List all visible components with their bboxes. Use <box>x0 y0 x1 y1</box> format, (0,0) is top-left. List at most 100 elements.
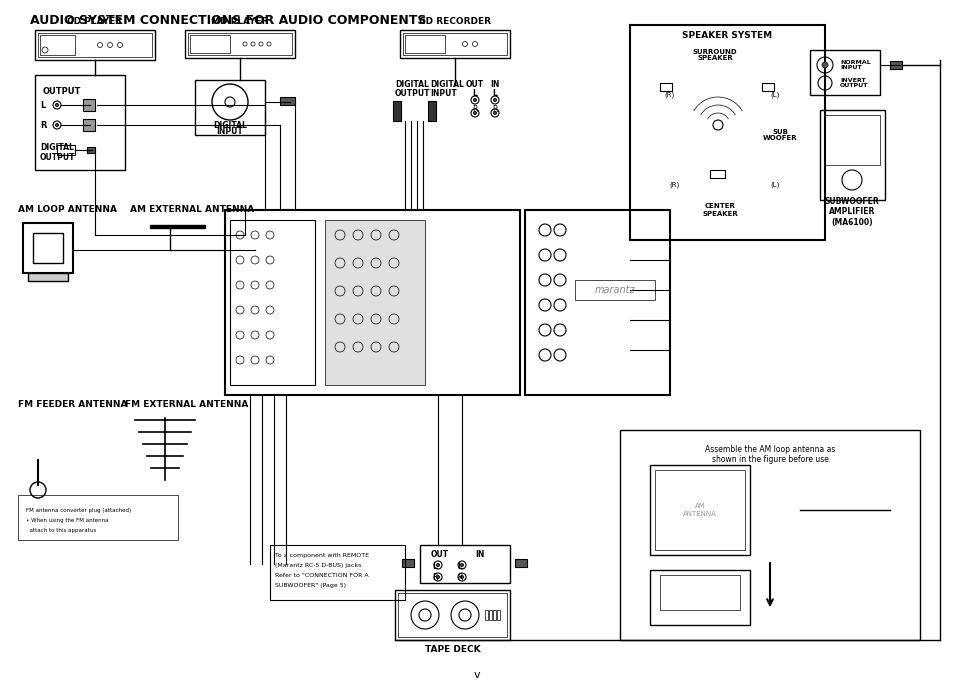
Text: Refer to "CONNECTION FOR A: Refer to "CONNECTION FOR A <box>274 573 368 578</box>
Bar <box>188 33 292 55</box>
Text: DIGITAL: DIGITAL <box>213 120 247 129</box>
Text: MD PLAYER: MD PLAYER <box>211 18 269 27</box>
Text: FM antenna converter plug (attached): FM antenna converter plug (attached) <box>26 508 131 513</box>
Circle shape <box>55 124 58 127</box>
Circle shape <box>436 576 439 579</box>
Text: To a component with REMOTE: To a component with REMOTE <box>274 553 369 558</box>
Bar <box>35 75 125 170</box>
Bar <box>399 30 510 58</box>
Bar <box>889 61 901 69</box>
Text: OUT: OUT <box>465 80 483 89</box>
Bar <box>659 575 740 610</box>
Text: OUTPUT: OUTPUT <box>395 89 430 98</box>
Text: L: L <box>432 562 437 571</box>
Bar <box>655 470 744 550</box>
Bar <box>280 97 294 105</box>
Bar <box>619 430 919 640</box>
Text: R: R <box>492 105 497 114</box>
Bar <box>629 25 824 240</box>
Circle shape <box>473 111 476 114</box>
Circle shape <box>473 98 476 101</box>
Bar <box>40 35 75 55</box>
Bar <box>497 610 499 620</box>
Bar <box>38 33 152 57</box>
Text: DIGITAL: DIGITAL <box>40 143 73 152</box>
Text: (L): (L) <box>769 92 779 98</box>
Text: OUTPUT: OUTPUT <box>43 87 81 96</box>
Bar <box>190 35 230 53</box>
Bar <box>23 223 73 273</box>
Bar <box>419 545 510 583</box>
Text: (R): (R) <box>664 92 675 98</box>
Bar <box>397 593 506 637</box>
Circle shape <box>493 98 496 101</box>
Text: NORMAL
INPUT: NORMAL INPUT <box>840 60 870 70</box>
Bar <box>649 570 749 625</box>
Circle shape <box>493 111 496 114</box>
Text: CD PLAYER: CD PLAYER <box>68 18 122 27</box>
Text: R: R <box>456 573 462 582</box>
Text: R: R <box>472 105 477 114</box>
Bar <box>428 101 436 121</box>
Text: (R): (R) <box>669 182 679 188</box>
Bar <box>325 220 424 385</box>
Circle shape <box>436 564 439 566</box>
Text: attach to this apparatus: attach to this apparatus <box>26 528 96 533</box>
Text: CD RECORDER: CD RECORDER <box>418 18 491 27</box>
Text: IN: IN <box>490 80 499 89</box>
Bar <box>33 233 63 263</box>
Bar <box>515 559 526 567</box>
Text: • When using the FM antenna: • When using the FM antenna <box>26 518 109 523</box>
Bar <box>484 610 488 620</box>
Text: (L): (L) <box>769 182 779 188</box>
Text: INPUT: INPUT <box>430 89 456 98</box>
Text: INPUT: INPUT <box>216 127 243 137</box>
Bar <box>83 99 95 111</box>
Bar <box>820 110 884 200</box>
Bar <box>575 280 655 300</box>
Bar <box>405 35 444 53</box>
Bar <box>35 30 154 60</box>
Text: SPEAKER SYSTEM: SPEAKER SYSTEM <box>681 31 772 40</box>
Text: INVERT
OUTPUT: INVERT OUTPUT <box>840 77 867 88</box>
Text: (Marantz RC-5 D-BUS) jacks: (Marantz RC-5 D-BUS) jacks <box>274 563 361 568</box>
Circle shape <box>55 103 58 107</box>
Text: marantz: marantz <box>594 285 635 295</box>
Text: v: v <box>474 670 479 680</box>
Bar <box>401 559 414 567</box>
Bar <box>395 590 510 640</box>
Text: OUTPUT: OUTPUT <box>40 153 75 162</box>
Bar <box>18 495 178 540</box>
Bar <box>57 145 75 155</box>
Text: SUB
WOOFER: SUB WOOFER <box>761 129 797 142</box>
Bar <box>270 545 405 600</box>
Text: R: R <box>40 120 47 129</box>
Text: DIGITAL: DIGITAL <box>430 80 463 89</box>
Bar <box>709 170 724 178</box>
Text: DIGITAL: DIGITAL <box>395 80 429 89</box>
Text: FM EXTERNAL ANTENNA: FM EXTERNAL ANTENNA <box>125 400 248 409</box>
Text: FM FEEDER ANTENNA: FM FEEDER ANTENNA <box>18 400 128 409</box>
Bar <box>402 33 506 55</box>
Circle shape <box>821 62 827 68</box>
Text: SURROUND
SPEAKER: SURROUND SPEAKER <box>692 49 737 62</box>
Circle shape <box>460 564 463 566</box>
Bar <box>649 465 749 555</box>
Bar <box>230 220 314 385</box>
Bar <box>493 610 496 620</box>
Text: L: L <box>492 89 497 98</box>
Text: TAPE DECK: TAPE DECK <box>424 646 479 655</box>
Text: CENTER
SPEAKER: CENTER SPEAKER <box>701 204 737 217</box>
Bar <box>225 210 519 395</box>
Text: SUBWOOFER" (Page 5): SUBWOOFER" (Page 5) <box>274 583 346 588</box>
Bar <box>524 210 669 395</box>
Text: AM EXTERNAL ANTENNA: AM EXTERNAL ANTENNA <box>130 205 254 214</box>
Text: OUT: OUT <box>431 550 449 559</box>
Bar <box>659 83 671 91</box>
Bar <box>824 115 879 164</box>
Bar <box>150 225 205 228</box>
Bar <box>393 101 400 121</box>
Text: L: L <box>40 101 45 109</box>
Text: L: L <box>472 89 476 98</box>
Text: AUDIO SYSTEM CONNECTIONS FOR AUDIO COMPONENTS: AUDIO SYSTEM CONNECTIONS FOR AUDIO COMPO… <box>30 14 426 27</box>
